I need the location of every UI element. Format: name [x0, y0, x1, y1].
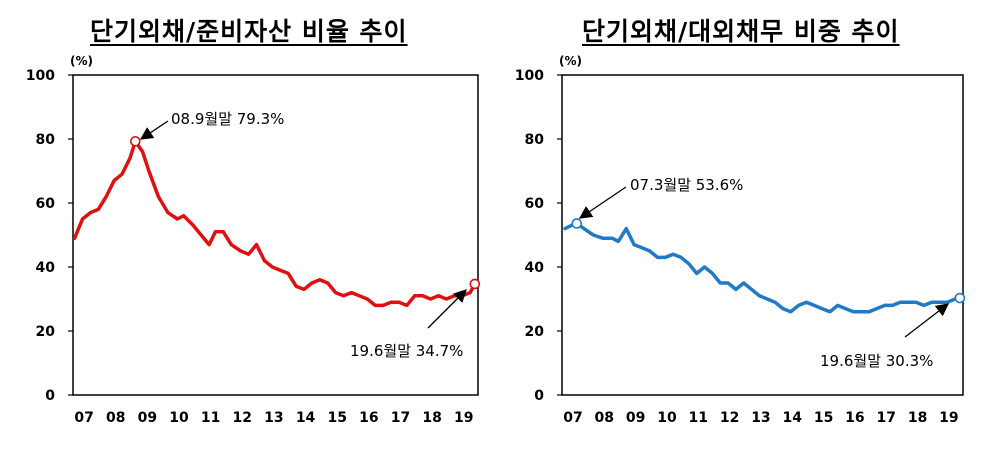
y-tick-label: 60 — [36, 196, 56, 212]
series-line — [563, 221, 962, 314]
x-tick-label: 12 — [720, 410, 739, 426]
plot-frame — [561, 74, 964, 396]
chart-title: 단기외채/준비자산 비율 추이 — [90, 17, 408, 46]
annotation-arrow — [578, 186, 627, 219]
x-tick-label: 11 — [689, 410, 708, 426]
x-tick-label: 15 — [814, 410, 833, 426]
external-debt-share-plot: (%) 0 20 40 60 80 100 07 08 09 10 11 12 13 14 15 16 17 18 1… — [515, 54, 966, 426]
x-tick-label: 16 — [845, 410, 864, 426]
y-tick-label: 100 — [26, 68, 55, 84]
unit-label: (%) — [559, 54, 582, 68]
x-tick-label: 09 — [138, 410, 157, 426]
annotation-arrow — [139, 120, 169, 140]
annotation-arrow — [904, 303, 950, 338]
x-tick-label: 18 — [908, 410, 927, 426]
y-tick-label: 0 — [45, 388, 55, 404]
x-tick-label: 17 — [877, 410, 896, 426]
x-tick-label: 16 — [359, 410, 378, 426]
series-line — [72, 139, 477, 308]
chart-title: 단기외채/대외채무 비중 추이 — [582, 17, 900, 46]
annotation-point-marker — [954, 292, 966, 304]
plot-frame — [72, 74, 479, 396]
annotation-arrow — [427, 289, 467, 329]
x-tick-label: 10 — [169, 410, 189, 426]
y-tick-label: 0 — [534, 388, 544, 404]
annotation-label: 19.6월말 34.7% — [350, 342, 463, 360]
x-tick-label: 12 — [233, 410, 252, 426]
x-tick-label: 08 — [595, 410, 614, 426]
x-tick-label: 14 — [296, 410, 316, 426]
x-tick-label: 10 — [657, 410, 677, 426]
y-tick-label: 20 — [525, 324, 545, 340]
x-tick-label: 08 — [106, 410, 125, 426]
external-debt-share-chart: 단기외채/대외채무 비중 추이 (%) 0 20 40 60 80 100 07 08 09 10 1… — [500, 0, 1000, 458]
x-tick-label: 17 — [391, 410, 410, 426]
annotation-label: 19.6월말 30.3% — [820, 352, 933, 370]
y-tick-label: 100 — [515, 68, 544, 84]
x-tick-label: 19 — [939, 410, 958, 426]
y-tick-label: 40 — [36, 260, 56, 276]
x-tick-label: 07 — [74, 410, 93, 426]
y-tick-label: 20 — [36, 324, 56, 340]
y-tick-label: 60 — [525, 196, 545, 212]
y-tick-label: 40 — [525, 260, 545, 276]
x-tick-label: 19 — [454, 410, 473, 426]
x-tick-label: 09 — [626, 410, 645, 426]
annotation-label: 07.3월말 53.6% — [630, 176, 743, 194]
y-tick-label: 80 — [36, 132, 56, 148]
reserve-ratio-plot: (%) 0 20 40 60 80 100 07 08 09 10 11 12 13 14 15 16 17 18 1… — [26, 54, 481, 426]
y-tick-label: 80 — [525, 132, 545, 148]
x-tick-label: 13 — [751, 410, 770, 426]
x-tick-label: 14 — [783, 410, 803, 426]
x-tick-label: 13 — [264, 410, 283, 426]
annotation-point-marker — [130, 135, 141, 147]
x-tick-label: 07 — [563, 410, 582, 426]
x-tick-label: 15 — [327, 410, 346, 426]
annotation-point-marker — [469, 278, 481, 290]
unit-label: (%) — [70, 54, 93, 68]
annotation-point-marker — [571, 218, 583, 229]
x-tick-label: 11 — [201, 410, 220, 426]
reserve-ratio-chart: 단기외채/준비자산 비율 추이 (%) 0 20 40 60 80 100 07 08 09 10 1… — [26, 17, 481, 426]
annotation-label: 08.9월말 79.3% — [171, 110, 284, 128]
x-tick-label: 18 — [422, 410, 441, 426]
